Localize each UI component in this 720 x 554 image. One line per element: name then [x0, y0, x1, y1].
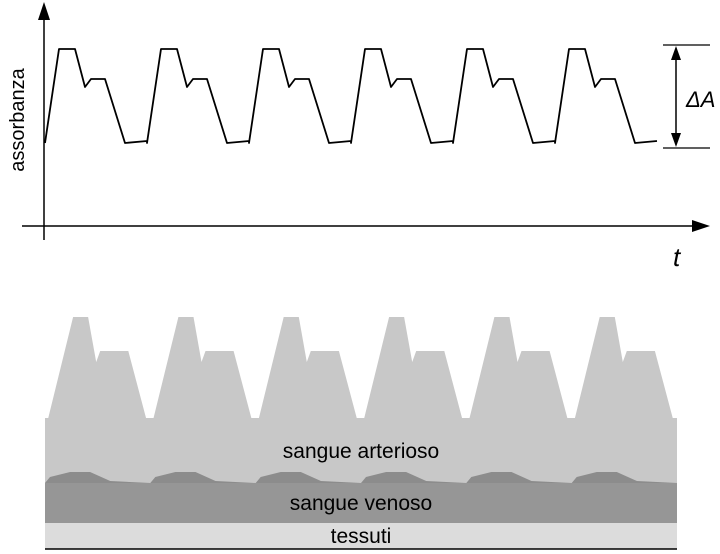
tissue-label: tessuti [331, 525, 392, 548]
absorbance-waveform [44, 48, 658, 144]
arterial-pulse [469, 317, 568, 419]
venous-bumps [45, 472, 677, 483]
arterial-pulses [48, 317, 673, 419]
x-axis-label: t [673, 242, 682, 272]
arterial-pulse [48, 317, 147, 419]
y-axis-label: assorbanza [7, 67, 29, 171]
amplitude-label: ΔA [685, 87, 715, 112]
arterial-pulse [153, 317, 252, 419]
x-axis-arrowhead [692, 220, 710, 232]
tissue-layer [45, 523, 677, 549]
y-axis-arrowhead [38, 2, 50, 20]
arterial-pulse [364, 317, 463, 419]
venous-blood-layer [45, 483, 677, 523]
amplitude-arrowhead-up [671, 46, 681, 60]
layer-diagram: sangue arterioso sangue venoso tessuti [45, 317, 677, 550]
amplitude-arrowhead-down [671, 133, 681, 147]
arterial-blood-label: sangue arterioso [283, 440, 439, 463]
arterial-pulse [258, 317, 357, 419]
amplitude-marker: ΔA [663, 44, 715, 149]
arterial-blood-layer [45, 418, 677, 484]
arterial-pulse [574, 317, 673, 419]
absorbance-plot: assorbanza t ΔA [7, 2, 715, 272]
venous-blood-label: sangue venoso [290, 492, 432, 515]
